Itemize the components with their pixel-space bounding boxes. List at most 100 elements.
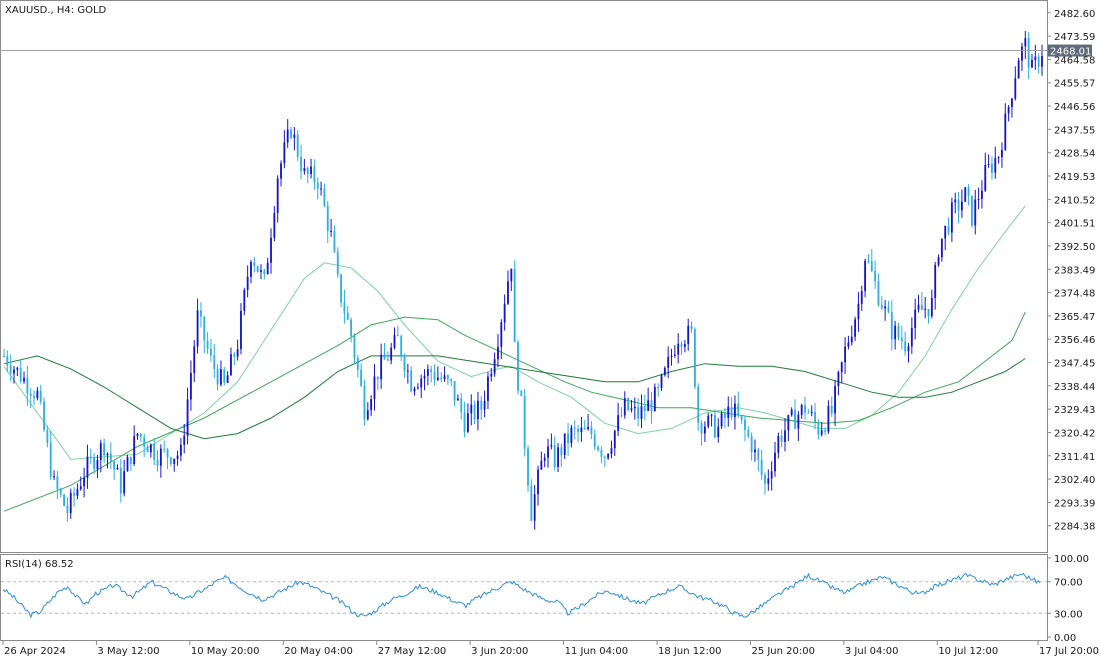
candle-body — [480, 400, 483, 410]
candle-body — [653, 386, 656, 412]
candle-body — [720, 413, 723, 427]
candle-body — [780, 435, 783, 442]
candle-body — [737, 403, 740, 416]
candle-body — [537, 469, 539, 495]
candle-body — [527, 448, 529, 486]
candle-body — [890, 312, 893, 340]
candle-body — [927, 308, 930, 317]
candle-body — [226, 375, 229, 383]
time-tick-label: 3 Jun 20:00 — [471, 646, 528, 657]
candle-body — [213, 355, 216, 369]
candle-body — [974, 199, 977, 226]
candle-body — [370, 399, 373, 411]
candle-body — [800, 404, 803, 415]
candle-body — [830, 406, 833, 414]
time-tick-label: 3 May 12:00 — [97, 646, 159, 657]
candle-body — [663, 367, 666, 376]
candle-body — [159, 448, 162, 466]
candle-body — [423, 375, 426, 379]
candle-body — [784, 430, 786, 442]
candle-body — [230, 354, 232, 376]
candle-body — [577, 428, 579, 433]
candle-body — [203, 316, 206, 341]
candle-body — [149, 444, 152, 453]
rsi-tick-label: 100.00 — [1054, 554, 1089, 565]
candle-body — [66, 505, 69, 514]
candle-body — [93, 457, 96, 470]
candle-body — [550, 445, 553, 447]
candle-body — [944, 225, 947, 239]
candle-body — [56, 476, 59, 490]
candle-body — [587, 426, 590, 430]
candle-body — [360, 369, 363, 386]
candle-body — [810, 411, 813, 414]
candle-body — [33, 395, 35, 399]
candle-body — [366, 410, 369, 420]
candle-body — [356, 357, 359, 370]
candle-body — [396, 335, 399, 337]
candle-body — [954, 199, 957, 203]
price-tick-label: 2383.49 — [1054, 265, 1095, 276]
price-tick-label: 2311.41 — [1054, 452, 1095, 463]
candle-body — [667, 356, 670, 368]
candle-body — [533, 494, 536, 521]
candle-body — [260, 270, 262, 272]
candle-body — [293, 134, 296, 138]
candle-body — [473, 404, 476, 420]
candle-body — [99, 443, 102, 461]
candle-body — [920, 304, 923, 310]
candle-body — [827, 406, 830, 432]
candle-body — [727, 406, 730, 418]
candle-body — [1001, 149, 1003, 158]
candle-body — [353, 336, 356, 358]
candle-body — [864, 260, 867, 292]
candle-body — [924, 308, 927, 310]
candle-body — [19, 367, 22, 382]
candle-body — [103, 443, 106, 456]
candle-body — [887, 306, 890, 313]
price-tick-label: 2473.59 — [1054, 32, 1095, 43]
candle-body — [860, 291, 863, 304]
candle-body — [620, 415, 623, 417]
chart-title: XAUUSD., H4: GOLD — [5, 5, 107, 16]
candle-body — [520, 390, 523, 397]
price-tick-label: 2401.51 — [1054, 219, 1095, 230]
candle-body — [343, 302, 346, 313]
candle-body — [590, 426, 593, 435]
candle-body — [740, 415, 743, 420]
price-tick-label: 2410.52 — [1054, 195, 1095, 206]
candle-body — [256, 265, 259, 272]
candle-body — [106, 453, 109, 456]
candle-body — [573, 427, 576, 429]
candle-body — [286, 129, 289, 143]
candle-body — [119, 467, 122, 494]
candle-body — [310, 166, 312, 175]
candle-body — [917, 304, 920, 310]
candle-body — [970, 195, 973, 226]
candle-body — [1024, 38, 1027, 47]
candle-body — [206, 340, 209, 349]
candle-body — [950, 202, 953, 233]
candle-body — [523, 396, 526, 449]
candle-body — [463, 412, 466, 432]
candle-body — [420, 378, 423, 388]
candle-body — [436, 377, 439, 380]
candle-body — [754, 449, 756, 453]
candle-body — [76, 489, 79, 496]
candle-body — [446, 375, 449, 380]
price-tick-label: 2284.38 — [1054, 522, 1095, 533]
candle-body — [991, 163, 993, 173]
price-tick-label: 2455.57 — [1054, 79, 1095, 90]
candle-body — [530, 485, 533, 521]
candle-body — [744, 419, 746, 430]
main-chart-frame — [0, 0, 1048, 553]
candle-body — [460, 398, 463, 413]
candle-body — [199, 310, 202, 317]
price-tick-label: 2293.39 — [1054, 498, 1095, 509]
candle-body — [500, 322, 503, 347]
candle-body — [59, 489, 62, 495]
candle-body — [710, 414, 713, 416]
candle-body — [470, 404, 473, 414]
candle-body — [139, 433, 142, 438]
